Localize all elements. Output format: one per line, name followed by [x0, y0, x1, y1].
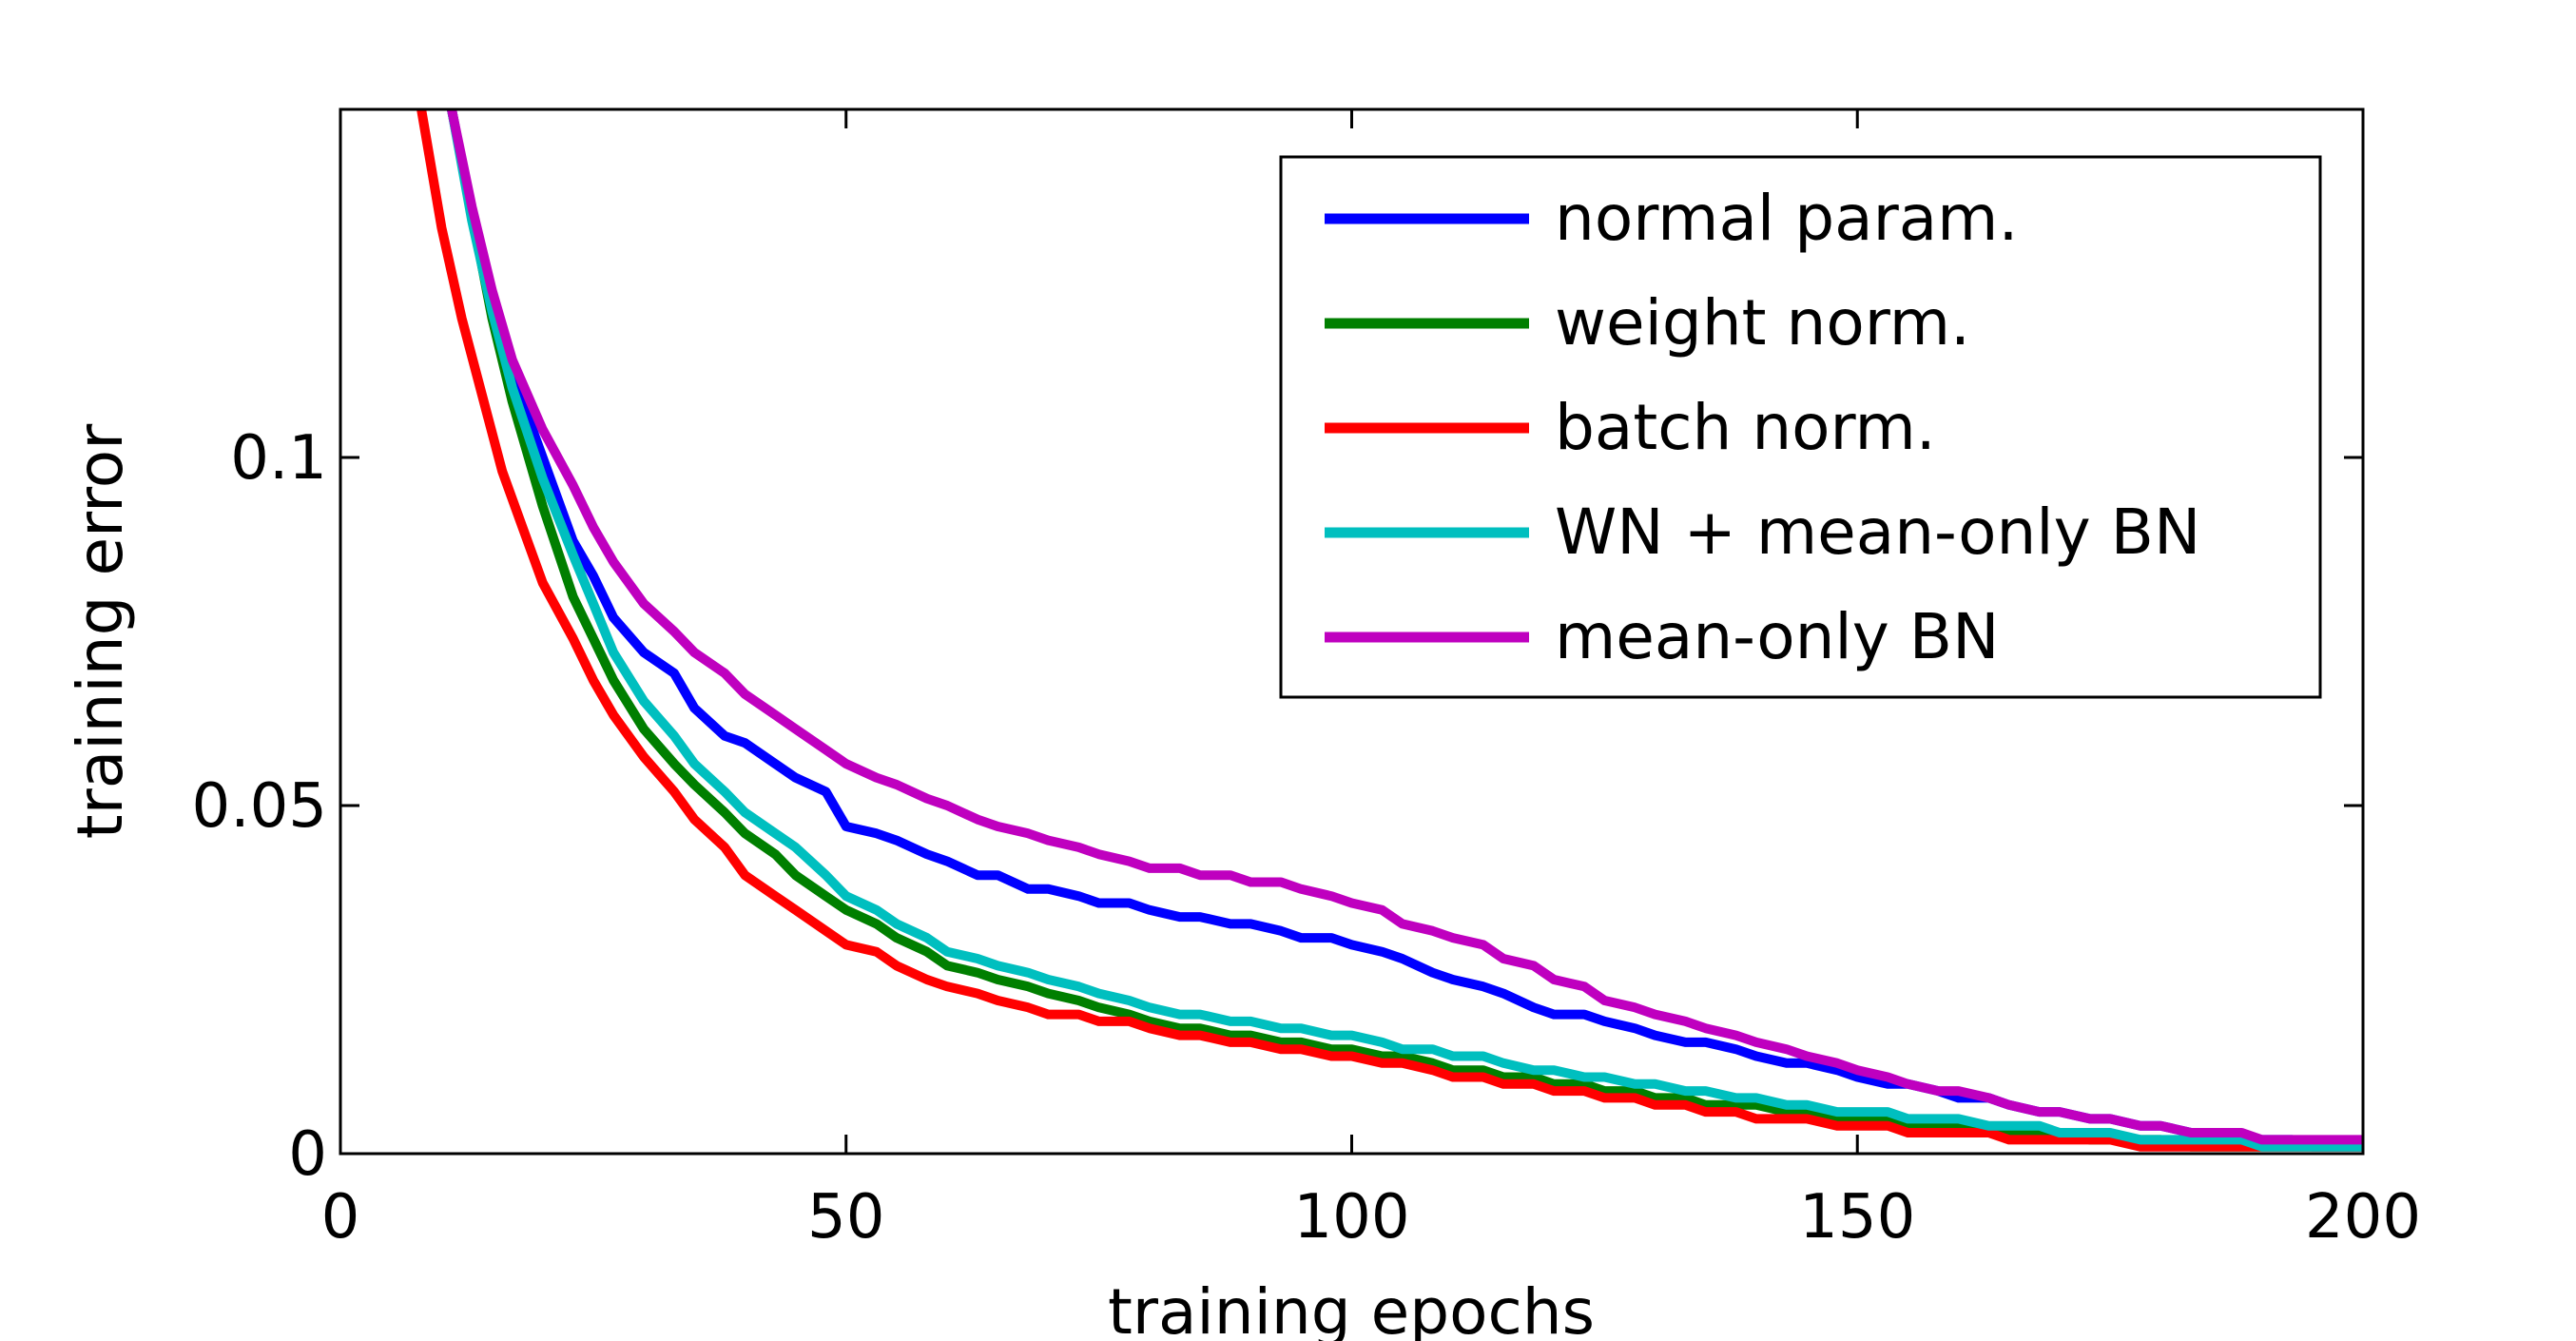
legend-label-3: WN + mean-only BN [1555, 496, 2200, 569]
y-tick-label: 0 [288, 1119, 327, 1190]
legend: normal param. weight norm. batch norm. WN +… [1279, 155, 2322, 699]
legend-label-2: batch norm. [1555, 391, 1936, 464]
x-tick-label: 0 [321, 1182, 360, 1253]
legend-label-0: normal param. [1555, 182, 2018, 255]
x-tick-label: 50 [807, 1182, 884, 1253]
legend-label-1: weight norm. [1555, 286, 1970, 360]
legend-label-4: mean-only BN [1555, 600, 1999, 673]
legend-items: normal param. weight norm. batch norm. WN +… [1325, 182, 2200, 673]
x-tick-label: 100 [1293, 1182, 1409, 1253]
tick-layer: 0 50 100 150 200 0 0.05 0.1 [192, 109, 2421, 1253]
y-tick-label: 0.05 [192, 771, 328, 842]
series-layer [416, 109, 2363, 1152]
series-line-2 [416, 109, 2363, 1152]
x-axis-title: training epochs [1108, 1275, 1595, 1341]
y-axis-title: training error [64, 423, 137, 839]
series-line-3 [447, 109, 2363, 1152]
series-line-4 [447, 109, 2363, 1145]
x-tick-label: 150 [1799, 1182, 1915, 1253]
x-tick-label: 200 [2305, 1182, 2421, 1253]
y-tick-label: 0.1 [230, 423, 327, 494]
